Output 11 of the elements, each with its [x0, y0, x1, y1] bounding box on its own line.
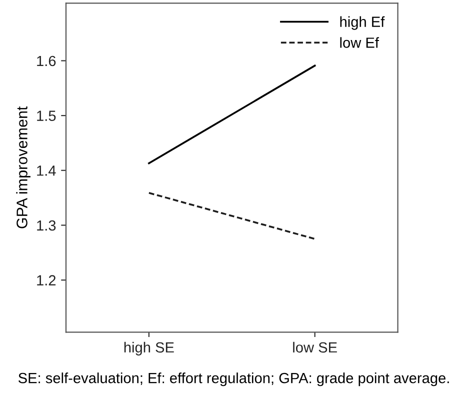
text: SE: self-evaluation; Ef: effort regulation; GPA: grade point average.	[18, 372, 449, 386]
x-tick-label: low SE	[293, 342, 337, 353]
y-tick-label: 1.6	[37, 56, 56, 66]
y-tick-label: 1.3	[37, 220, 56, 231]
y-tick-label: 1.4	[37, 166, 56, 176]
x-tick-label: high SE	[124, 342, 174, 356]
y-tick-label: 1.2	[37, 275, 56, 286]
legend-label: low Ef	[340, 37, 380, 48]
legend-label: high Ef	[340, 16, 385, 30]
y-axis-title: GPA improvement	[16, 106, 30, 228]
y-tick-label: 1.5	[37, 110, 56, 121]
